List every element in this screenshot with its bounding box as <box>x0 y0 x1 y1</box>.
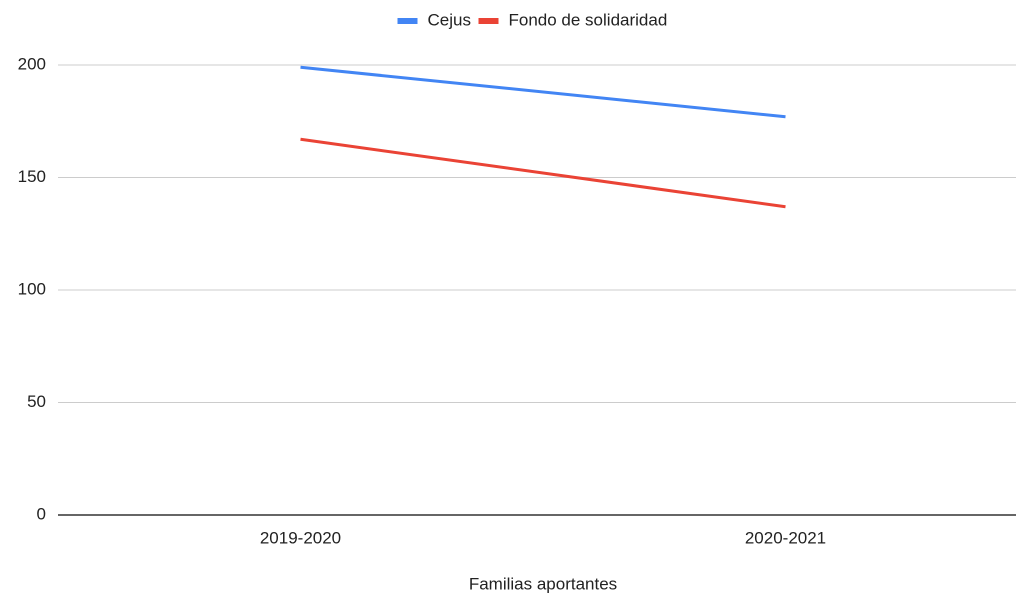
y-tick-label: 50 <box>27 392 46 411</box>
x-tick-label: 2020-2021 <box>745 528 826 547</box>
line-series <box>300 65 786 119</box>
y-tick-label: 100 <box>18 279 46 298</box>
legend-swatch <box>397 18 418 24</box>
y-tick-label: 200 <box>18 54 46 73</box>
line-series <box>300 137 786 209</box>
y-tick-label: 0 <box>37 504 46 523</box>
x-axis-label: Familias aportantes <box>469 574 617 593</box>
x-tick-label: 2019-2020 <box>260 528 341 547</box>
legend-label: Fondo de solidaridad <box>509 10 668 29</box>
legend-label: Cejus <box>428 10 471 29</box>
legend-swatch <box>478 18 499 24</box>
y-tick-label: 150 <box>18 167 46 186</box>
